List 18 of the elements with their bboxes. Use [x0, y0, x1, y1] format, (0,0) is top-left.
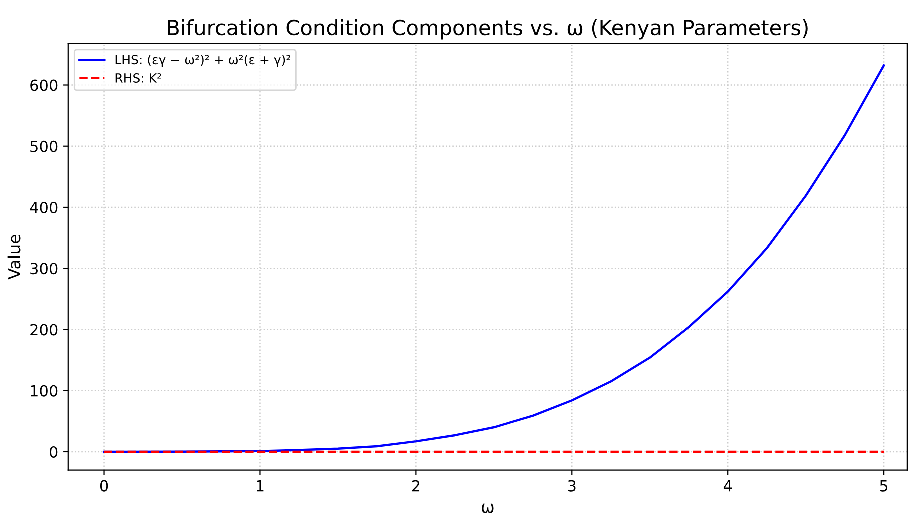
y-tick-label: 400 — [30, 202, 58, 214]
x-tick-label: 5 — [880, 480, 888, 492]
y-tick-label: 500 — [30, 140, 58, 152]
x-tick-label: 3 — [568, 480, 576, 492]
x-tick-label: 4 — [724, 480, 732, 492]
legend-label: RHS: K² — [116, 74, 162, 83]
chart-title: Bifurcation Condition Components vs. ω (Kenyan Parameters) — [168, 20, 808, 40]
y-tick-label: 100 — [31, 385, 58, 397]
x-tick-label: 1 — [257, 480, 264, 492]
x-axis-title: ω — [482, 504, 494, 514]
x-tick-label: 2 — [412, 480, 420, 492]
y-tick-label: 300 — [30, 263, 58, 275]
legend-label: LHS: (εγ − ω²)² + ω²(ε + γ)² — [116, 54, 290, 68]
y-axis-title: Value — [8, 235, 21, 280]
x-tick-label: 0 — [100, 480, 108, 492]
y-tick-label: 600 — [30, 80, 58, 92]
y-tick-label: 200 — [30, 324, 58, 336]
y-tick-label: 0 — [50, 446, 58, 458]
